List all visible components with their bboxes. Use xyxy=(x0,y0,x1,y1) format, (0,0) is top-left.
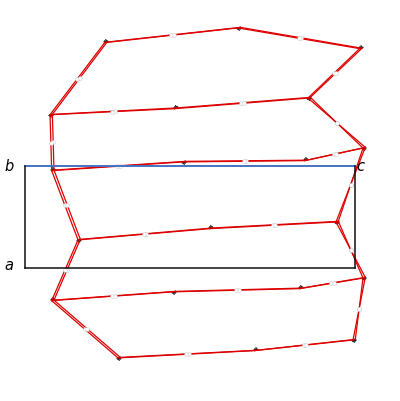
Ellipse shape xyxy=(310,98,311,99)
Ellipse shape xyxy=(80,239,81,240)
Ellipse shape xyxy=(210,227,211,228)
Ellipse shape xyxy=(304,160,305,161)
Ellipse shape xyxy=(209,228,210,229)
Ellipse shape xyxy=(338,221,339,222)
Ellipse shape xyxy=(300,287,301,288)
Ellipse shape xyxy=(52,114,53,115)
Ellipse shape xyxy=(364,278,365,279)
Ellipse shape xyxy=(209,227,210,228)
Ellipse shape xyxy=(299,288,300,289)
Ellipse shape xyxy=(80,239,81,240)
Ellipse shape xyxy=(365,147,366,148)
Ellipse shape xyxy=(361,48,362,49)
Ellipse shape xyxy=(120,357,121,358)
Ellipse shape xyxy=(184,162,185,163)
Ellipse shape xyxy=(299,288,300,289)
Ellipse shape xyxy=(174,108,175,109)
Ellipse shape xyxy=(79,240,80,241)
Text: b: b xyxy=(4,159,14,174)
Ellipse shape xyxy=(365,147,366,148)
Ellipse shape xyxy=(52,299,53,300)
Ellipse shape xyxy=(185,161,186,162)
Ellipse shape xyxy=(210,228,211,229)
Ellipse shape xyxy=(305,159,306,160)
Ellipse shape xyxy=(254,350,255,351)
Ellipse shape xyxy=(354,340,355,341)
Ellipse shape xyxy=(51,300,52,301)
Ellipse shape xyxy=(185,161,186,162)
Ellipse shape xyxy=(355,340,356,341)
Ellipse shape xyxy=(355,339,356,340)
Ellipse shape xyxy=(51,170,52,171)
Ellipse shape xyxy=(175,108,176,109)
Ellipse shape xyxy=(338,222,339,223)
Ellipse shape xyxy=(176,107,177,108)
Ellipse shape xyxy=(304,160,305,161)
Ellipse shape xyxy=(175,107,176,108)
Ellipse shape xyxy=(104,42,105,43)
Ellipse shape xyxy=(175,291,176,292)
Text: a: a xyxy=(4,258,13,273)
Ellipse shape xyxy=(51,170,52,171)
Ellipse shape xyxy=(365,277,366,278)
Ellipse shape xyxy=(51,115,52,116)
Ellipse shape xyxy=(239,28,240,29)
Ellipse shape xyxy=(364,277,365,278)
Ellipse shape xyxy=(51,300,52,301)
Ellipse shape xyxy=(355,339,356,340)
Ellipse shape xyxy=(119,358,120,359)
Ellipse shape xyxy=(365,148,366,149)
Ellipse shape xyxy=(365,278,366,279)
Ellipse shape xyxy=(309,97,310,98)
Ellipse shape xyxy=(174,108,175,109)
Ellipse shape xyxy=(52,114,53,115)
Ellipse shape xyxy=(337,221,338,222)
Ellipse shape xyxy=(364,147,365,148)
Ellipse shape xyxy=(175,291,176,292)
Ellipse shape xyxy=(309,98,310,99)
Ellipse shape xyxy=(120,357,121,358)
Ellipse shape xyxy=(174,292,175,293)
Ellipse shape xyxy=(105,41,106,42)
Ellipse shape xyxy=(337,222,338,223)
Ellipse shape xyxy=(174,107,175,108)
Ellipse shape xyxy=(240,27,241,28)
Ellipse shape xyxy=(359,48,360,49)
Ellipse shape xyxy=(364,148,365,149)
Ellipse shape xyxy=(310,97,311,98)
Ellipse shape xyxy=(52,169,53,170)
Ellipse shape xyxy=(360,47,361,48)
Ellipse shape xyxy=(240,27,241,28)
Ellipse shape xyxy=(354,339,355,340)
Text: c: c xyxy=(356,159,364,174)
